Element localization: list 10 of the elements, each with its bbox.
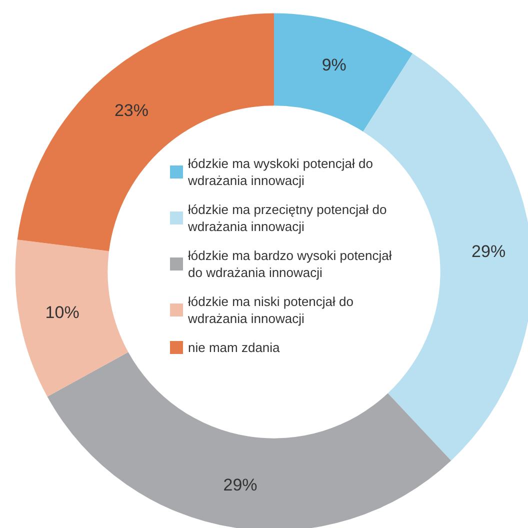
data-label: 29% bbox=[223, 475, 258, 494]
legend-label: łódzkie ma niski potencjał do wdrażania innowacji bbox=[187, 294, 358, 326]
legend-label: łódzkie ma przeciętny potencjał do wdrażania innowacji bbox=[187, 202, 390, 234]
legend-label: łódzkie ma bardzo wysoki potencjał do wdrażania innowacji bbox=[188, 248, 396, 280]
legend-label: nie mam zdania bbox=[188, 340, 281, 355]
legend-label: łódzkie ma wyskoki potencjał do wdrażania innowacji bbox=[187, 156, 377, 188]
data-label: 9% bbox=[322, 56, 346, 75]
data-label: 29% bbox=[472, 242, 506, 262]
data-label: 10% bbox=[45, 302, 80, 322]
data-label: 23% bbox=[114, 100, 148, 120]
